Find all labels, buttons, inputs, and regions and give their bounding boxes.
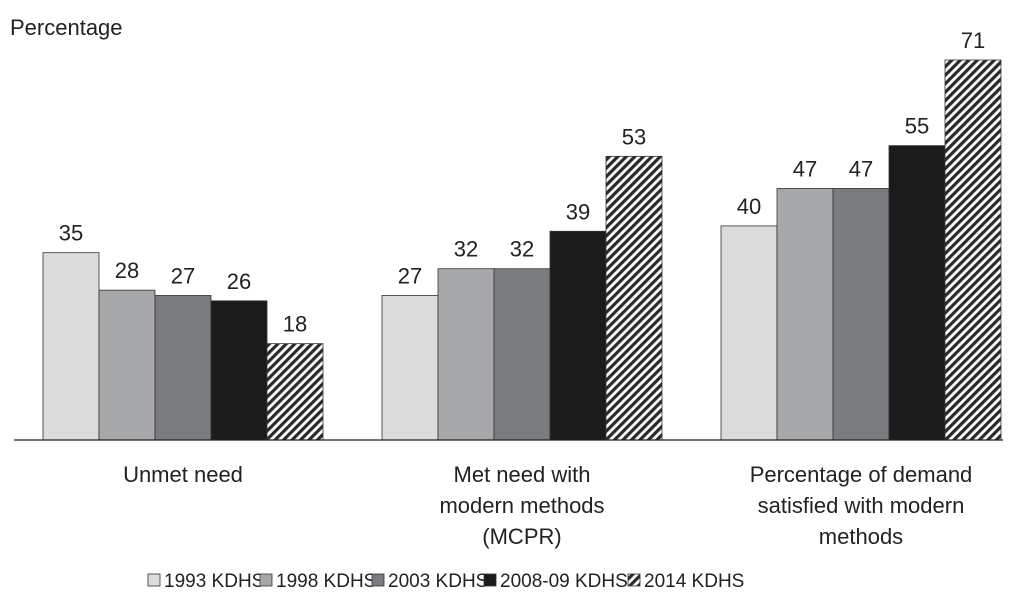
data-label-1-1: 35 — [59, 221, 83, 246]
category-label-2-line-2: modern methods — [439, 493, 604, 518]
bar-3-3 — [832, 188, 890, 441]
category-label-2-line-3: (MCPR) — [482, 524, 561, 549]
data-labels-group: 35 28 27 26 18 27 32 32 39 53 40 47 47 55 71 — [59, 28, 985, 337]
bar-3-1 — [720, 225, 778, 441]
legend-swatch-3 — [371, 573, 385, 587]
legend-label-5: 2014 KDHS — [644, 571, 744, 592]
category-label-3-line-3: methods — [819, 524, 903, 549]
data-label-3-4: 55 — [905, 114, 929, 139]
legend-swatch-2 — [259, 573, 273, 587]
bar-2-2 — [437, 268, 495, 441]
bars-group — [42, 59, 1002, 441]
bar-3-2 — [776, 188, 834, 441]
y-axis-label: Percentage — [10, 15, 123, 40]
data-label-2-4: 39 — [566, 199, 590, 224]
bar-2-1 — [381, 295, 439, 441]
legend-label-3: 2003 KDHS — [388, 571, 488, 592]
bar-1-3 — [154, 295, 212, 441]
bar-2-5 — [605, 155, 663, 441]
category-label-1-line-1: Unmet need — [123, 462, 243, 487]
legend-label-1: 1993 KDHS — [164, 571, 264, 592]
data-label-2-2: 32 — [454, 237, 478, 262]
category-label-2-line-1: Met need with — [454, 462, 591, 487]
category-label-3-line-1: Percentage of demand — [750, 462, 973, 487]
data-label-1-4: 26 — [227, 269, 251, 294]
data-label-3-2: 47 — [793, 156, 817, 181]
data-label-2-5: 53 — [622, 124, 646, 149]
data-label-3-1: 40 — [737, 194, 761, 219]
data-label-1-3: 27 — [171, 263, 195, 288]
category-label-3-line-2: satisfied with modern — [758, 493, 965, 518]
legend-label-4: 2008-09 KDHS — [500, 571, 628, 592]
data-label-1-2: 28 — [115, 258, 139, 283]
bar-1-4 — [210, 300, 268, 441]
data-label-2-3: 32 — [510, 237, 534, 262]
bar-1-1 — [42, 252, 100, 441]
legend-label-2: 1998 KDHS — [276, 571, 376, 592]
data-label-3-5: 71 — [961, 28, 985, 53]
legend: 1993 KDHS 1998 KDHS 2003 KDHS 2008-09 KDHS 2… — [147, 571, 744, 592]
legend-swatch-1 — [147, 573, 161, 587]
bar-1-2 — [98, 289, 156, 441]
bar-3-4 — [888, 145, 946, 441]
legend-swatch-5 — [627, 573, 641, 587]
data-label-2-1: 27 — [398, 263, 422, 288]
bar-3-5 — [944, 59, 1002, 441]
category-labels-group: Unmet need Met need with modern methods (MC… — [123, 462, 972, 549]
data-label-1-5: 18 — [283, 312, 307, 337]
bar-2-4 — [549, 230, 607, 441]
bar-2-3 — [493, 268, 551, 441]
legend-swatch-4 — [483, 573, 497, 587]
data-label-3-3: 47 — [849, 156, 873, 181]
bar-1-5 — [266, 343, 324, 441]
